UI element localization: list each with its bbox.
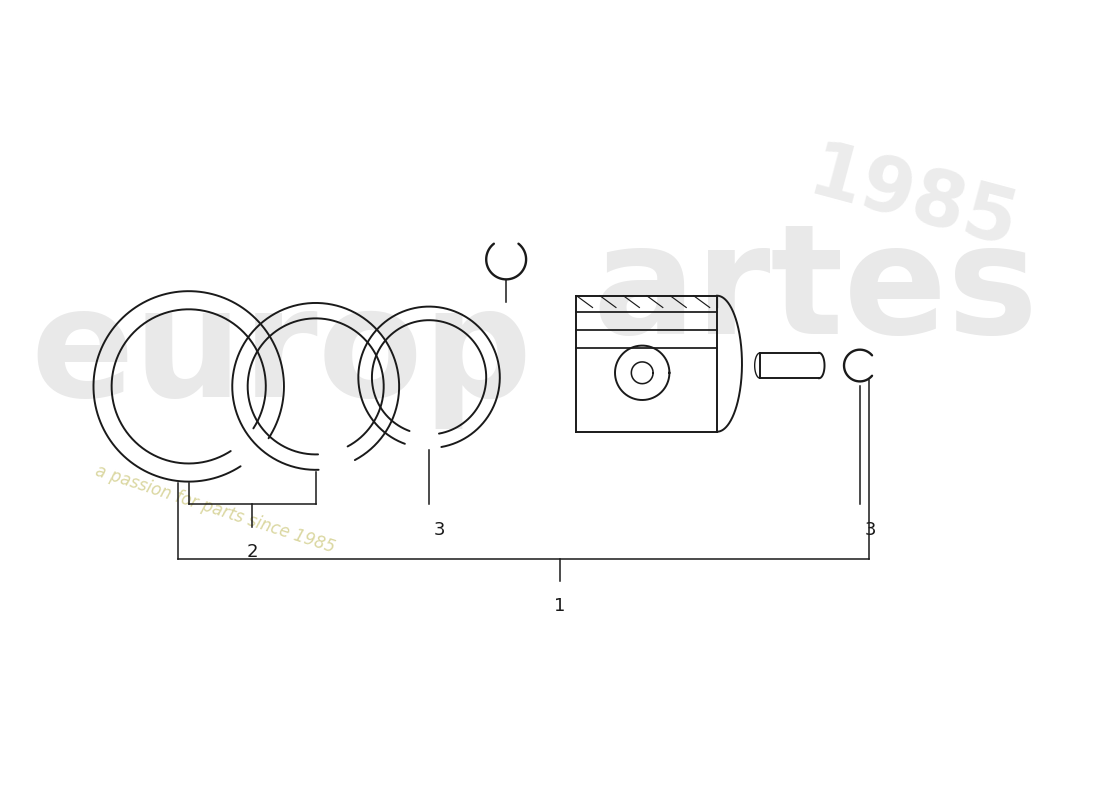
Text: 1985: 1985 bbox=[801, 138, 1025, 264]
Text: 3: 3 bbox=[433, 521, 446, 538]
Text: 2: 2 bbox=[246, 543, 258, 562]
Text: 1: 1 bbox=[554, 597, 565, 615]
Text: artes: artes bbox=[592, 217, 1038, 366]
Text: 3: 3 bbox=[865, 521, 876, 538]
Text: a passion for parts since 1985: a passion for parts since 1985 bbox=[94, 462, 338, 556]
Text: europ: europ bbox=[30, 280, 532, 429]
